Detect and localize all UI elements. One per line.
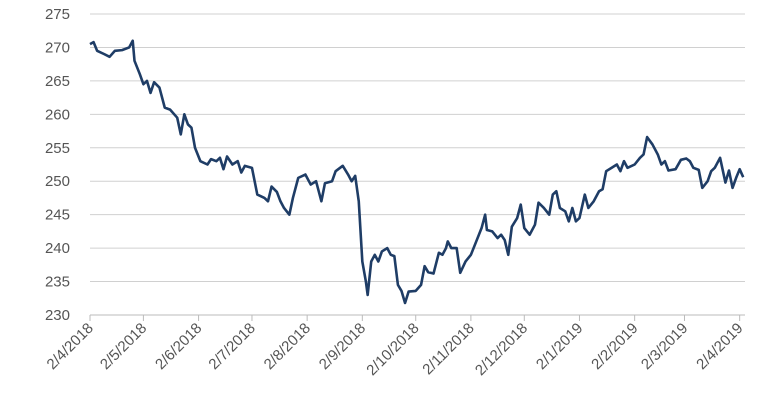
y-tick-label: 240 [45,240,70,257]
x-tick-label: 2/3/2019 [638,320,691,373]
line [89,39,745,305]
y-tick-label: 250 [45,173,70,190]
x-tick-label: 2/2/2019 [588,320,641,373]
x-tick-label: 2/6/2018 [152,320,205,373]
x-tick-label: 2/4/2019 [693,320,746,373]
y-tick-label: 235 [45,274,70,291]
y-tick-label: 245 [45,207,70,224]
y-tick-label: 230 [45,307,70,324]
y-tick-label: 265 [45,73,70,90]
x-tick-label: 2/11/2018 [419,320,477,378]
y-tick-label: 275 [45,6,70,23]
y-tick-label: 260 [45,106,70,123]
x-tick-label: 2/1/2019 [533,320,586,373]
x-tick-label: 2/10/2018 [363,320,422,379]
x-tick-label: 2/12/2018 [472,320,531,379]
x-tick-label: 2/8/2018 [261,320,314,373]
x-tick-label: 2/9/2018 [316,320,369,373]
x-tick-label: 2/7/2018 [205,320,258,373]
y-tick-label: 270 [45,39,70,56]
y-tick-label: 255 [45,140,70,157]
x-tick-label: 2/4/2018 [44,320,97,373]
x-tick-label: 2/5/2018 [97,320,150,373]
